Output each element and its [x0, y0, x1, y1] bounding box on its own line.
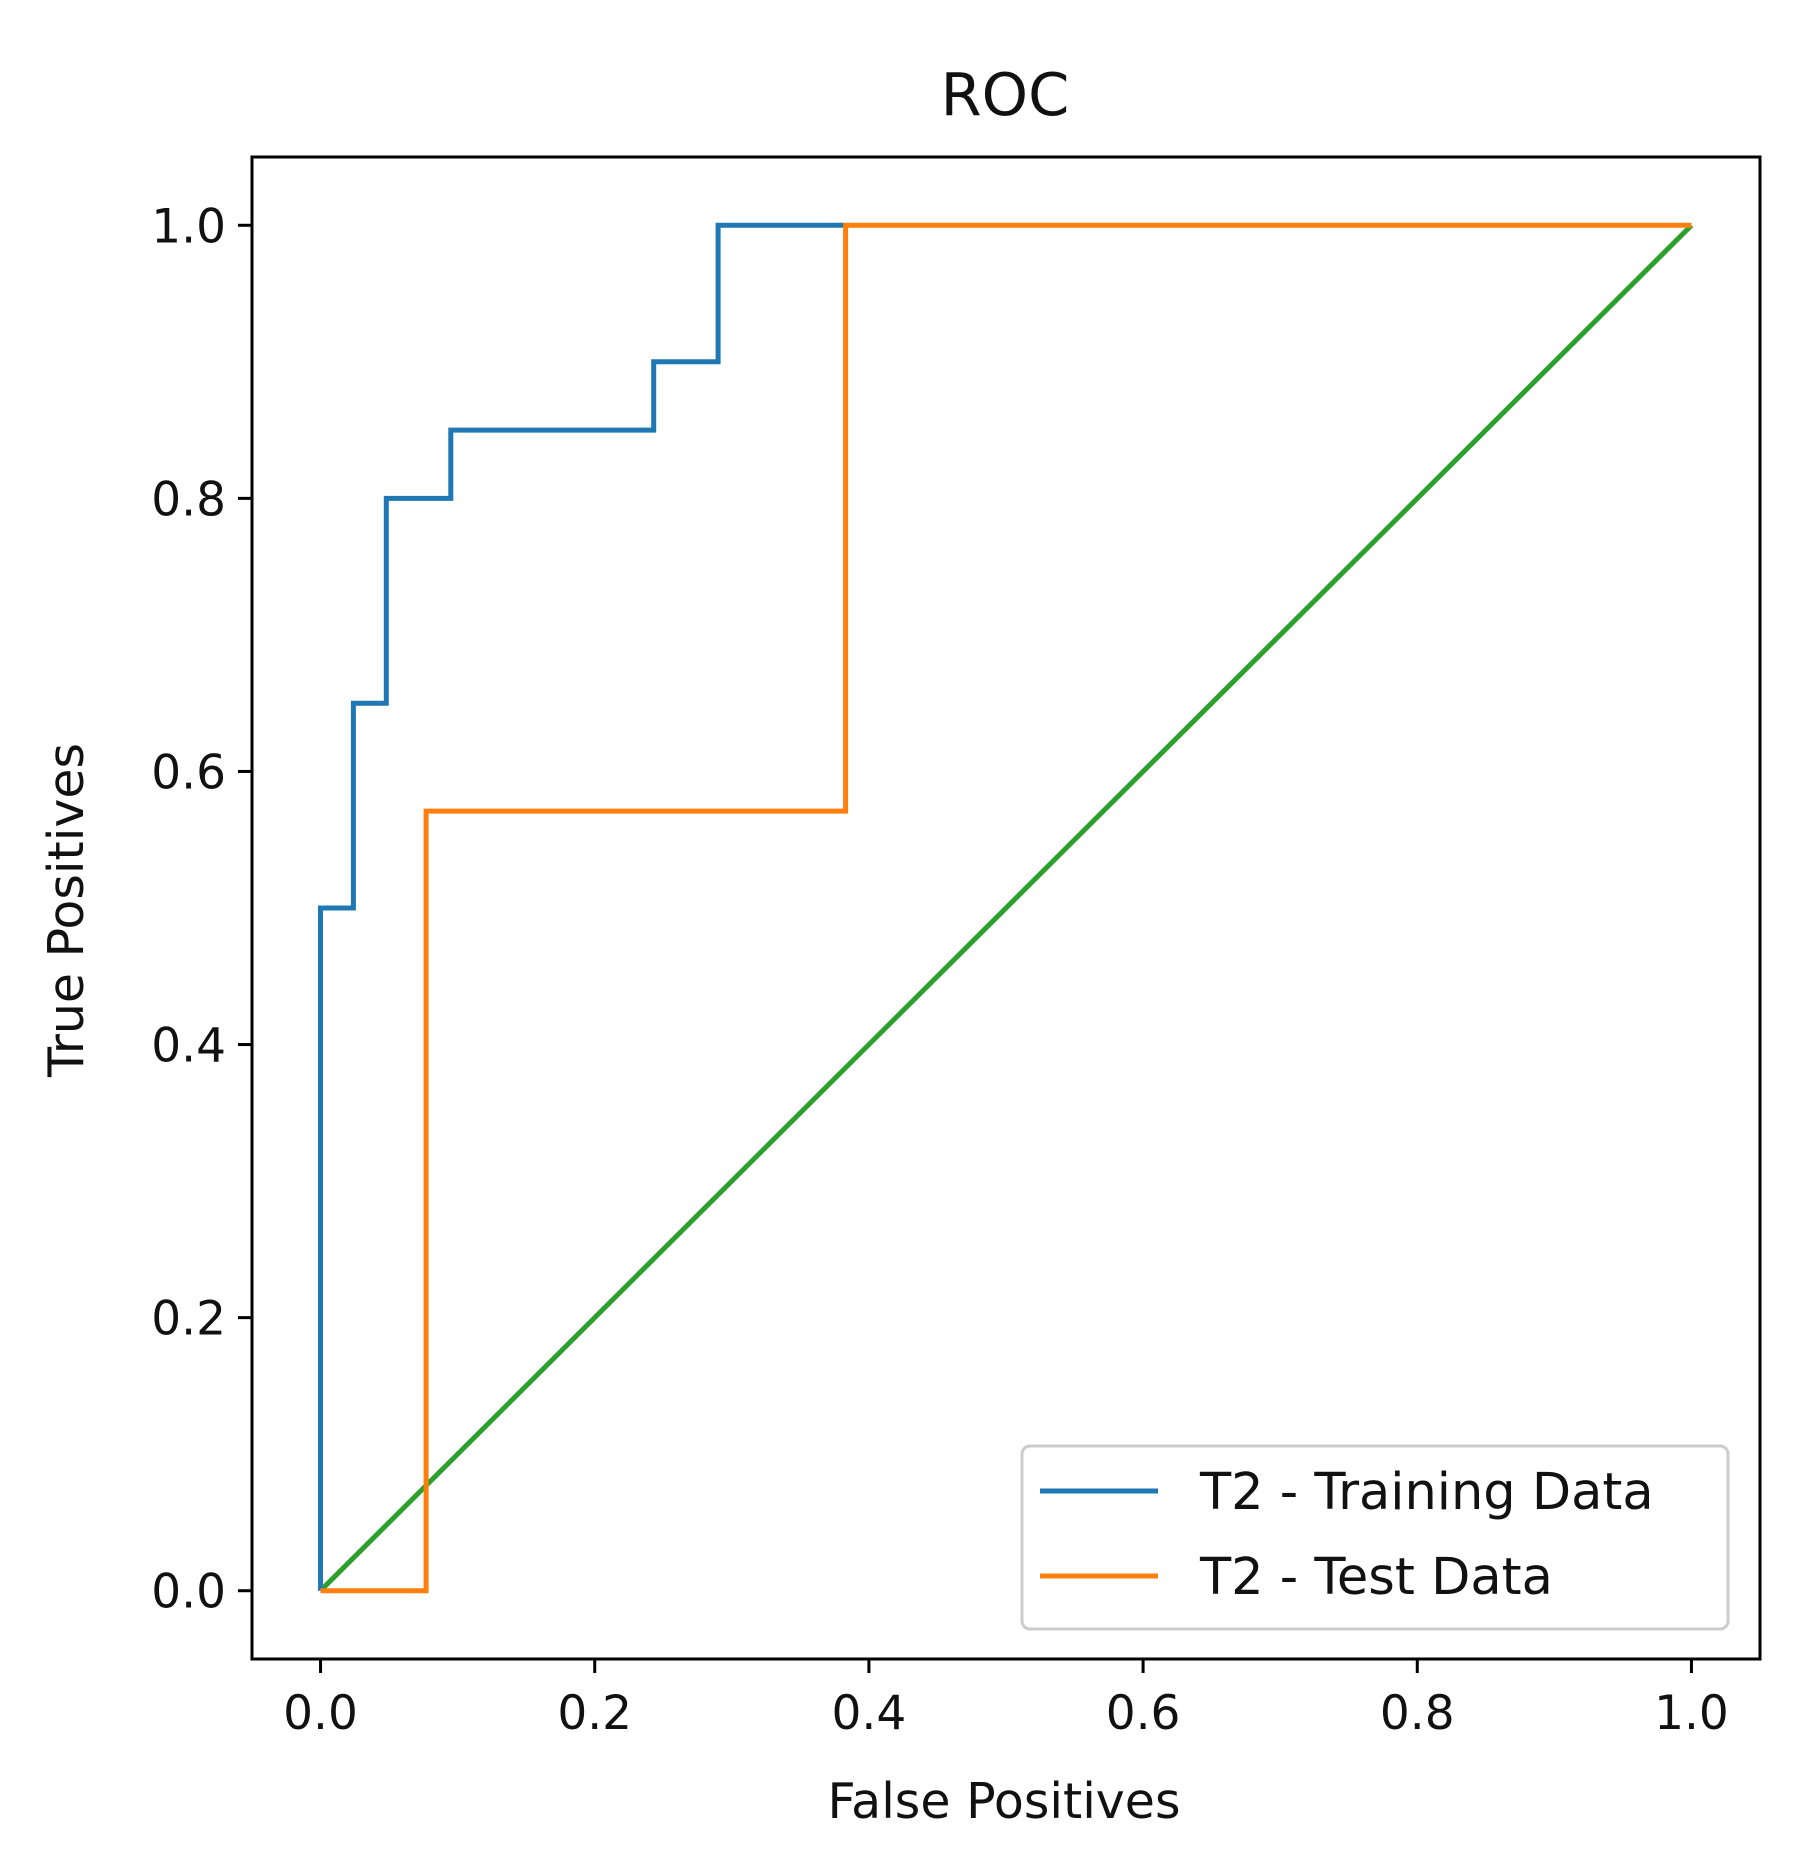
- legend-label: T2 - Training Data: [1199, 1463, 1654, 1522]
- series-line-t2-training-data: [318, 222, 846, 1591]
- series-line-t2-test-data: [320, 222, 1692, 1594]
- y-tick-label: 0.0: [151, 1565, 226, 1620]
- chart-title: ROC: [941, 60, 1070, 129]
- series-line-chance-diagonal: [318, 223, 1694, 1593]
- y-ticks: 0.0 0.2 0.4 0.6 0.8 1.0: [151, 199, 252, 1620]
- y-tick-label: 0.2: [151, 1292, 226, 1347]
- x-tick-label: 0.6: [1106, 1686, 1181, 1741]
- legend: T2 - Training Data T2 - Test Data: [1020, 1444, 1730, 1631]
- x-ticks: 0.0 0.2 0.4 0.6 0.8 1.0: [283, 1659, 1729, 1741]
- plot-frame: [250, 155, 1762, 1661]
- x-tick-label: 1.0: [1654, 1686, 1729, 1741]
- x-axis-title: False Positives: [827, 1773, 1180, 1830]
- x-tick-label: 0.8: [1380, 1686, 1455, 1741]
- legend-label: T2 - Test Data: [1199, 1548, 1553, 1607]
- y-tick-label: 0.6: [151, 745, 226, 800]
- legend-box: [1020, 1444, 1730, 1631]
- y-axis-title: True Positives: [38, 743, 95, 1078]
- plot-lines: [318, 222, 1694, 1594]
- x-tick-label: 0.0: [283, 1686, 358, 1741]
- y-tick-label: 0.8: [151, 472, 226, 527]
- legend-entries: T2 - Training Data T2 - Test Data: [1040, 1463, 1654, 1607]
- y-tick-label: 1.0: [151, 199, 226, 254]
- x-tick-label: 0.2: [557, 1686, 632, 1741]
- x-tick-label: 0.4: [832, 1686, 907, 1741]
- y-tick-label: 0.4: [151, 1019, 226, 1074]
